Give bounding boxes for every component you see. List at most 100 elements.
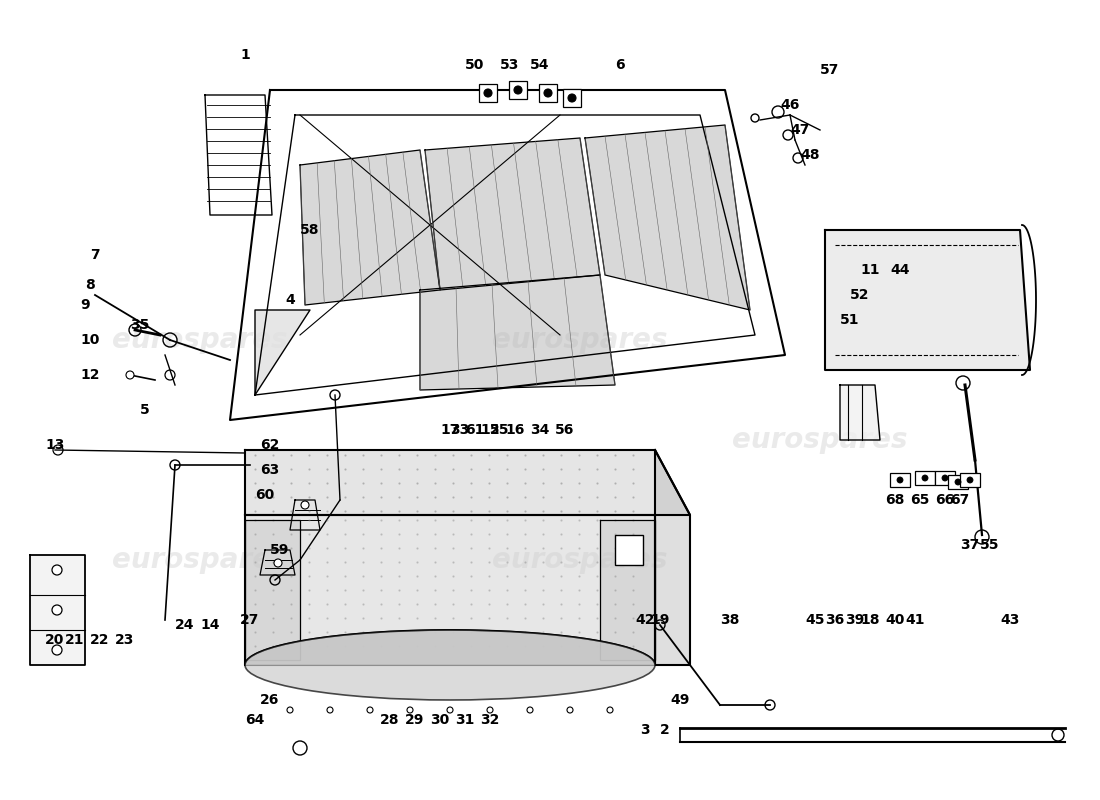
Text: 33: 33 (450, 423, 470, 437)
Polygon shape (840, 385, 880, 440)
Circle shape (274, 559, 282, 567)
Text: 16: 16 (505, 423, 525, 437)
Circle shape (52, 565, 62, 575)
Text: 18: 18 (860, 613, 880, 627)
Bar (563, 89, 581, 107)
Text: 27: 27 (240, 613, 260, 627)
Text: 44: 44 (890, 263, 910, 277)
Text: eurospares: eurospares (733, 426, 908, 454)
Text: 57: 57 (821, 63, 839, 77)
Text: 38: 38 (720, 613, 739, 627)
Text: 28: 28 (381, 713, 399, 727)
Polygon shape (420, 275, 615, 390)
Polygon shape (300, 150, 440, 305)
Text: 30: 30 (430, 713, 450, 727)
Text: 20: 20 (45, 633, 65, 647)
Text: 49: 49 (670, 693, 690, 707)
Text: 41: 41 (905, 613, 925, 627)
Polygon shape (245, 630, 654, 665)
Polygon shape (245, 520, 300, 660)
Bar (539, 84, 557, 102)
Text: 19: 19 (650, 613, 670, 627)
Text: 32: 32 (481, 713, 499, 727)
Text: 55: 55 (980, 538, 1000, 552)
Text: 1: 1 (240, 48, 250, 62)
Circle shape (896, 477, 903, 483)
Polygon shape (30, 555, 85, 665)
Text: 25: 25 (491, 423, 509, 437)
Text: 54: 54 (530, 58, 550, 72)
Text: 13: 13 (45, 438, 65, 452)
Text: 35: 35 (130, 318, 150, 332)
Text: 4: 4 (285, 293, 295, 307)
Bar (960, 473, 980, 487)
Polygon shape (585, 125, 750, 310)
Circle shape (955, 479, 961, 485)
Circle shape (52, 645, 62, 655)
Text: 42: 42 (636, 613, 654, 627)
Text: 23: 23 (116, 633, 134, 647)
Circle shape (301, 501, 309, 509)
Polygon shape (425, 138, 600, 290)
Text: 50: 50 (465, 58, 485, 72)
Text: 22: 22 (90, 633, 110, 647)
Polygon shape (290, 500, 320, 530)
Text: 31: 31 (455, 713, 475, 727)
Text: 59: 59 (271, 543, 289, 557)
Text: 10: 10 (80, 333, 100, 347)
Text: 47: 47 (790, 123, 810, 137)
Circle shape (514, 86, 522, 94)
Text: 52: 52 (850, 288, 870, 302)
Text: 40: 40 (886, 613, 904, 627)
Text: 21: 21 (65, 633, 85, 647)
Circle shape (293, 741, 307, 755)
Text: 45: 45 (805, 613, 825, 627)
Text: 8: 8 (85, 278, 95, 292)
Circle shape (287, 707, 293, 713)
Text: 67: 67 (950, 493, 969, 507)
Circle shape (407, 707, 412, 713)
Circle shape (487, 707, 493, 713)
Text: eurospares: eurospares (112, 326, 288, 354)
Circle shape (367, 707, 373, 713)
Polygon shape (245, 515, 654, 665)
Text: 56: 56 (556, 423, 574, 437)
Text: 11: 11 (860, 263, 880, 277)
Text: 46: 46 (780, 98, 800, 112)
Text: 53: 53 (500, 58, 519, 72)
Bar (478, 84, 497, 102)
Text: 6: 6 (615, 58, 625, 72)
Text: 34: 34 (530, 423, 550, 437)
Bar (935, 471, 955, 485)
Circle shape (566, 707, 573, 713)
Circle shape (484, 89, 492, 97)
Polygon shape (825, 230, 1030, 370)
Text: 62: 62 (261, 438, 279, 452)
Text: 64: 64 (245, 713, 265, 727)
Bar (948, 475, 968, 489)
Text: 12: 12 (80, 368, 100, 382)
Text: 9: 9 (80, 298, 90, 312)
Text: 48: 48 (801, 148, 820, 162)
Polygon shape (600, 520, 654, 660)
Text: 61: 61 (465, 423, 485, 437)
Circle shape (544, 89, 552, 97)
Circle shape (447, 707, 453, 713)
Text: 15: 15 (481, 423, 499, 437)
Circle shape (922, 475, 928, 481)
Polygon shape (654, 450, 690, 665)
Text: 43: 43 (1000, 613, 1020, 627)
Ellipse shape (245, 630, 654, 700)
Bar (915, 471, 935, 485)
Text: 37: 37 (960, 538, 980, 552)
Text: 66: 66 (935, 493, 955, 507)
Polygon shape (245, 450, 690, 515)
Circle shape (942, 475, 948, 481)
Text: 68: 68 (886, 493, 904, 507)
Circle shape (527, 707, 534, 713)
Circle shape (967, 477, 974, 483)
Circle shape (52, 605, 62, 615)
Text: 3: 3 (640, 723, 650, 737)
Text: 39: 39 (846, 613, 865, 627)
Circle shape (568, 94, 576, 102)
